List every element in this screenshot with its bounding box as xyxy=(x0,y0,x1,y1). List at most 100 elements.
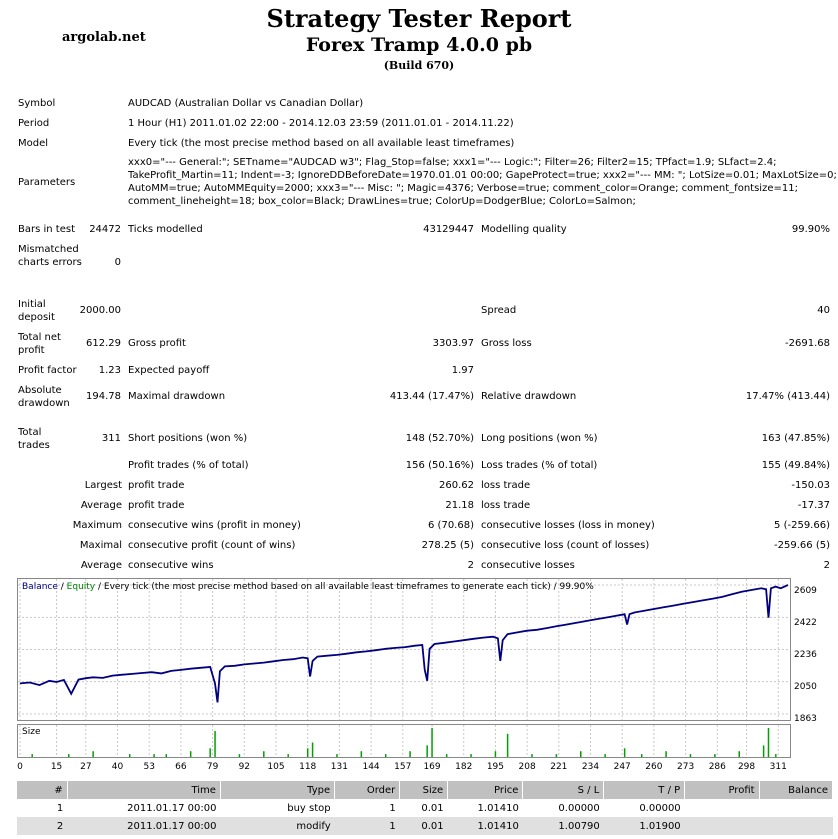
y-tick-label: 2050 xyxy=(794,682,817,692)
y-tick-label: 1863 xyxy=(794,714,817,724)
grossloss-value: -2691.68 xyxy=(785,338,830,349)
x-tick-label: 247 xyxy=(613,762,631,772)
x-tick-label: 182 xyxy=(455,762,473,772)
parameters-line-4: comment_lineheight=18; box_color=Black; … xyxy=(128,196,636,207)
expected-label: Expected payoff xyxy=(128,365,210,376)
size-bar xyxy=(311,742,314,757)
profit-trades-label: Profit trades (% of total) xyxy=(128,460,249,471)
cell-size: 0.01 xyxy=(399,817,448,835)
site-name: argolab.net xyxy=(62,30,146,45)
col-header-profit: Profit xyxy=(684,781,760,799)
absdd-label: Absolute drawdown xyxy=(18,385,70,409)
legend-equity: Equity xyxy=(66,582,96,592)
max-wins-value: 6 (70.68) xyxy=(428,520,474,531)
mismatch-label: Mismatched charts errors xyxy=(18,244,82,268)
maximal-loss-value: -259.66 (5) xyxy=(774,540,830,551)
size-chart-svg xyxy=(19,725,779,757)
x-tick-label: 195 xyxy=(486,762,505,772)
table-header-row: # Time Type Order Size Price S / L T / P… xyxy=(17,781,834,799)
parameters-line-3: AutoMM=true; AutoMMEquity=2000; xxx3="--… xyxy=(128,183,798,194)
reldd-label: Relative drawdown xyxy=(481,391,577,402)
x-tick-label: 298 xyxy=(737,762,756,772)
pf-label: Profit factor xyxy=(18,365,77,376)
largest-profit-label: profit trade xyxy=(128,480,185,491)
size-bar xyxy=(555,754,558,757)
col-header-sl: S / L xyxy=(522,781,605,799)
balance-chart-svg xyxy=(18,579,790,720)
size-bar xyxy=(336,754,338,757)
balance-chart: Balance / Equity / Every tick (the most … xyxy=(17,578,791,721)
size-bar xyxy=(531,754,533,757)
cell-profit xyxy=(684,817,760,835)
legend-rest: / Every tick (the most precise method ba… xyxy=(95,582,594,592)
col-header-num: # xyxy=(17,781,68,799)
period-label: Period xyxy=(18,118,50,129)
cell-price: 1.01410 xyxy=(447,817,523,835)
x-tick-label: 273 xyxy=(677,762,695,772)
size-bar xyxy=(775,754,777,757)
cell-size: 0.01 xyxy=(421,802,444,814)
balance-line xyxy=(19,584,789,703)
largest-loss-value: -150.03 xyxy=(791,480,830,491)
x-tick-label: 79 xyxy=(206,762,219,772)
size-bar xyxy=(238,754,241,757)
parameters-line-2: TakeProfit_Martin=11; Indent=-3; IgnoreD… xyxy=(128,170,837,181)
size-bar xyxy=(714,754,716,757)
x-tick-label: 105 xyxy=(267,762,285,772)
legend-sep: / xyxy=(57,582,67,592)
parameters-label: Parameters xyxy=(18,177,76,188)
size-bar xyxy=(209,748,211,757)
period-value: 1 Hour (H1) 2011.01.02 22:00 - 2014.12.0… xyxy=(128,118,514,129)
col-header-type: Type xyxy=(220,781,336,799)
size-bar xyxy=(287,754,289,757)
cell-time: 2011.01.17 00:00 xyxy=(67,817,221,835)
symbol-value: AUDCAD (Australian Dollar vs Canadian Do… xyxy=(128,98,364,109)
size-bar xyxy=(470,754,472,757)
x-tick-label: 286 xyxy=(708,762,726,772)
maxdd-value: 413.44 (17.47%) xyxy=(389,391,474,402)
max-losses-label: consecutive losses (loss in money) xyxy=(481,520,655,531)
cell-type: modify xyxy=(220,817,335,835)
x-tick-label: 234 xyxy=(581,762,600,772)
parameters-line-1: xxx0="--- General:"; SETname="AUDCAD w3"… xyxy=(128,157,777,168)
cell-tp: 0.00000 xyxy=(639,802,681,814)
report-title: Strategy Tester Report xyxy=(266,4,572,33)
deposit-label: Initial deposit xyxy=(18,299,55,323)
average-loss-label: loss trade xyxy=(481,500,531,511)
size-bar xyxy=(767,728,770,757)
size-bar xyxy=(214,730,216,757)
absdd-value: 194.78 xyxy=(86,391,121,402)
spread-value: 40 xyxy=(817,305,830,316)
x-tick-label: 157 xyxy=(394,762,412,772)
table-row: 1 2011.01.17 00:00 buy stop 1 0.01 1.014… xyxy=(17,799,833,817)
loss-trades-label: Loss trades (% of total) xyxy=(481,460,598,471)
cell-balance xyxy=(759,817,833,835)
pf-value: 1.23 xyxy=(98,365,121,376)
cell-num: 1 xyxy=(56,802,64,814)
size-bar xyxy=(68,754,70,757)
ticks-value: 43129447 xyxy=(423,224,474,235)
cell-sl: 0.00000 xyxy=(558,802,600,814)
average-loss-value: -17.37 xyxy=(797,500,830,511)
size-bar xyxy=(689,754,692,757)
average-profit-label: profit trade xyxy=(128,500,185,511)
size-bar xyxy=(409,751,411,757)
x-tick-label: 208 xyxy=(518,762,536,772)
maximal-label: Maximal xyxy=(79,540,122,551)
col-header-time: Time xyxy=(67,781,221,799)
size-bar xyxy=(426,745,428,757)
maximal-loss-label: consecutive loss (count of losses) xyxy=(481,540,650,551)
size-bar xyxy=(306,748,309,757)
long-label: Long positions (won %) xyxy=(481,433,598,444)
col-header-tp: T / P xyxy=(603,781,686,799)
model-value: Every tick (the most precise method base… xyxy=(128,138,515,149)
largest-loss-label: loss trade xyxy=(481,480,531,491)
x-tick-label: 40 xyxy=(111,762,124,772)
x-tick-label: 15 xyxy=(50,762,63,772)
x-tick-label: 169 xyxy=(423,762,441,772)
maximum-label: Maximum xyxy=(72,520,122,531)
average2-label: Average xyxy=(80,560,122,571)
size-bar xyxy=(738,751,740,757)
cell-order: 1 xyxy=(389,802,396,814)
netprofit-label: Total net profit xyxy=(18,332,61,356)
